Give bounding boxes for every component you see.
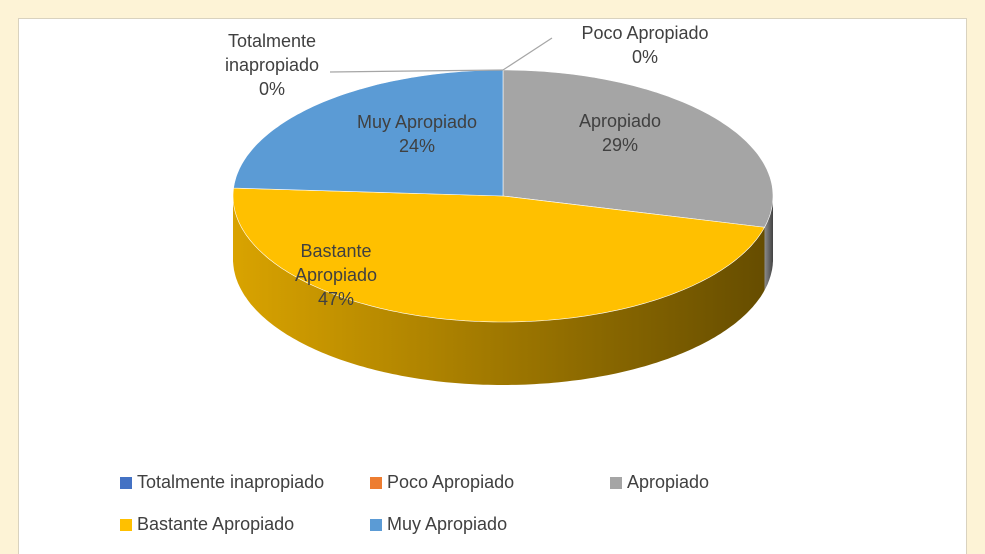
slice bbox=[233, 69, 504, 197]
legend-label: Apropiado bbox=[627, 472, 710, 492]
data-label-category: Poco Apropiado bbox=[581, 23, 709, 43]
data-label-value: 0% bbox=[258, 79, 285, 99]
legend-swatch bbox=[120, 476, 132, 489]
legend-swatch bbox=[370, 476, 382, 489]
slice-side bbox=[233, 196, 765, 385]
data-label-value: 29% bbox=[601, 135, 639, 155]
data-label: Apropiado 29% bbox=[545, 109, 695, 157]
legend-swatch bbox=[370, 518, 382, 531]
legend-label: Bastante Apropiado bbox=[137, 514, 295, 534]
data-label: Bastante Apropiado 47% bbox=[286, 239, 386, 311]
data-label-category: Muy Apropiado bbox=[356, 112, 478, 132]
legend-label: Muy Apropiado bbox=[387, 514, 508, 534]
legend-item: Apropiado bbox=[610, 472, 709, 493]
data-label-category: Bastante Apropiado bbox=[294, 241, 378, 285]
legend-item: Poco Apropiado bbox=[370, 472, 514, 493]
leader-line bbox=[329, 69, 504, 73]
leader-line bbox=[502, 37, 553, 71]
legend-item: Totalmente inapropiado bbox=[120, 472, 324, 493]
slice bbox=[232, 187, 765, 323]
data-label-value: 0% bbox=[631, 47, 658, 67]
legend-label: Poco Apropiado bbox=[387, 472, 515, 492]
slice bbox=[502, 69, 774, 228]
legend-swatch bbox=[120, 518, 132, 531]
data-label: Muy Apropiado 24% bbox=[327, 110, 507, 158]
data-label: Totalmente inapropiado 0% bbox=[202, 29, 342, 101]
legend-item: Muy Apropiado bbox=[370, 514, 507, 535]
slice-side bbox=[764, 196, 773, 291]
legend-item: Bastante Apropiado bbox=[120, 514, 294, 535]
data-label-category: Totalmente inapropiado bbox=[224, 31, 320, 75]
legend-swatch bbox=[610, 476, 622, 489]
data-label-value: 47% bbox=[317, 289, 355, 309]
legend-label: Totalmente inapropiado bbox=[137, 472, 325, 492]
data-label-value: 24% bbox=[398, 136, 436, 156]
data-label-category: Apropiado bbox=[578, 111, 662, 131]
data-label: Poco Apropiado 0% bbox=[555, 21, 735, 69]
